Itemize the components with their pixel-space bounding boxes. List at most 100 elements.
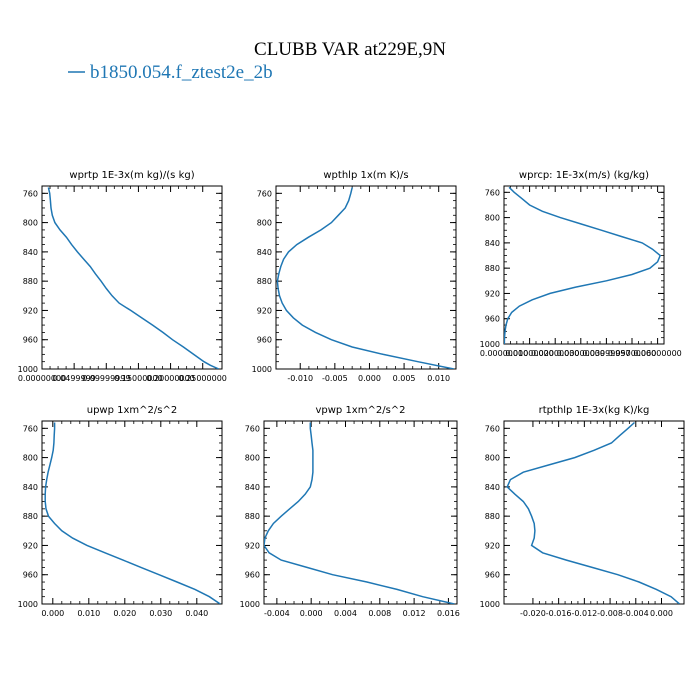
y-tick-label: 880 <box>257 277 272 286</box>
chart-panel-5: vpwp 1xm^2/s^2 760 800 840 880 920 960 1000 -0.0… <box>240 405 460 618</box>
series-line <box>276 187 455 369</box>
x-tick-label: 0.20000000 <box>146 374 194 383</box>
y-tick-label: 1000 <box>480 340 500 349</box>
y-tick-label: 840 <box>245 483 260 492</box>
y-tick-label: 920 <box>23 306 38 315</box>
x-tick-label: 0.020 <box>113 609 136 618</box>
x-tick-label: 0.004 <box>334 609 357 618</box>
x-tick-label: 0.000 <box>650 609 673 618</box>
x-tick-label: -0.004 <box>264 609 290 618</box>
chart-panel-1: wprtp 1E-3x(m kg)/(s kg) 760 800 840 880 920 9… <box>18 170 227 383</box>
y-tick-label: 920 <box>485 289 500 298</box>
y-tick-label: 840 <box>23 248 38 257</box>
x-tick-label: -0.020 <box>520 609 546 618</box>
y-tick-label: 760 <box>23 189 38 198</box>
panel-title: wprtp 1E-3x(m kg)/(s kg) <box>69 170 194 181</box>
y-tick-label: 760 <box>257 189 272 198</box>
x-tick-label: -0.016 <box>546 609 572 618</box>
x-tick-label: 0.016 <box>437 609 460 618</box>
plot-frame <box>275 185 457 370</box>
y-tick-label: 840 <box>485 239 500 248</box>
panel-title: wpthlp 1x(m K)/s <box>323 170 408 181</box>
y-tick-label: 1000 <box>252 365 272 374</box>
y-tick-label: 760 <box>23 424 38 433</box>
x-tick-label: -0.008 <box>597 609 623 618</box>
y-tick-label: 880 <box>23 277 38 286</box>
y-tick-label: 760 <box>245 424 260 433</box>
x-tick-label: 0.01000000 <box>505 349 553 358</box>
x-tick-label: 0.005 <box>393 374 416 383</box>
series-line <box>44 422 221 604</box>
y-tick-label: 880 <box>485 512 500 521</box>
y-tick-label: 960 <box>245 571 260 580</box>
series-line <box>506 421 680 604</box>
y-tick-label: 880 <box>485 264 500 273</box>
chart-panel-2: wpthlp 1x(m K)/s 760 800 840 880 920 960 1000 -0… <box>252 170 457 383</box>
y-tick-label: 920 <box>245 541 260 550</box>
y-tick-label: 800 <box>485 454 500 463</box>
y-tick-label: 800 <box>257 219 272 228</box>
y-tick-label: 960 <box>485 315 500 324</box>
y-tick-label: 840 <box>23 483 38 492</box>
x-tick-label: -0.005 <box>322 374 348 383</box>
chart-panel-4: upwp 1xm^2/s^2 760 800 840 880 920 960 10000.00… <box>18 405 223 618</box>
y-tick-label: 960 <box>23 336 38 345</box>
series-line <box>504 186 662 344</box>
series-line <box>47 187 220 369</box>
x-tick-label: 0.03000000 <box>557 349 605 358</box>
plot-frame <box>263 420 458 605</box>
y-tick-label: 960 <box>485 571 500 580</box>
x-tick-label: 0.05000000 <box>608 349 656 358</box>
y-tick-label: 800 <box>245 454 260 463</box>
chart-panel-6: rtpthlp 1E-3x(kg K)/kg 760 800 840 880 920 960… <box>480 405 685 618</box>
plot-frame <box>41 420 223 605</box>
x-tick-label: 0.010 <box>77 609 100 618</box>
legend-label: b1850.054.f_ztest2e_2b <box>90 62 273 83</box>
y-tick-label: 920 <box>257 306 272 315</box>
y-tick-label: 920 <box>485 541 500 550</box>
plot-frame <box>503 420 685 605</box>
y-tick-label: 1000 <box>480 600 500 609</box>
y-tick-label: 920 <box>23 541 38 550</box>
y-tick-label: 760 <box>485 188 500 197</box>
x-tick-label: 0.010 <box>427 374 450 383</box>
series-line <box>264 422 455 604</box>
x-tick-label: 0.0499999 <box>53 374 96 383</box>
x-tick-label: 0.00000000 <box>480 349 528 358</box>
y-tick-label: 800 <box>23 219 38 228</box>
x-tick-label: 0.000 <box>300 609 323 618</box>
y-tick-label: 880 <box>245 512 260 521</box>
y-tick-label: 840 <box>485 483 500 492</box>
x-tick-label: 0.000 <box>358 374 381 383</box>
x-tick-label: 0.09999999 <box>82 374 130 383</box>
y-tick-label: 800 <box>485 214 500 223</box>
plot-frame <box>503 185 665 345</box>
y-tick-label: 840 <box>257 248 272 257</box>
x-tick-label: 0.040 <box>185 609 208 618</box>
x-tick-label: 0.15000000 <box>114 374 162 383</box>
x-tick-label: -0.012 <box>571 609 597 618</box>
x-tick-label: -0.010 <box>287 374 313 383</box>
x-tick-label: 0.02000000 <box>531 349 579 358</box>
panels-group: wprtp 1E-3x(m kg)/(s kg) 760 800 840 880 920 9… <box>18 170 685 618</box>
x-tick-label: 0.00000000 <box>18 374 66 383</box>
y-tick-label: 1000 <box>240 600 260 609</box>
plot-frame <box>41 185 223 370</box>
x-tick-label: 0.000 <box>41 609 64 618</box>
panel-title: rtpthlp 1E-3x(kg K)/kg <box>539 405 650 416</box>
x-tick-label: 0.008 <box>368 609 391 618</box>
x-tick-label: 0.030 <box>149 609 172 618</box>
panel-title: wprcp: 1E-3x(m/s) (kg/kg) <box>519 170 649 181</box>
panel-title: upwp 1xm^2/s^2 <box>87 405 177 416</box>
y-tick-label: 960 <box>23 571 38 580</box>
y-tick-label: 880 <box>23 512 38 521</box>
y-tick-label: 800 <box>23 454 38 463</box>
x-tick-label: 0.012 <box>403 609 426 618</box>
figure-title: CLUBB VAR at229E,9N <box>254 39 446 60</box>
x-tick-label: 0.06000000 <box>633 349 681 358</box>
panel-title: vpwp 1xm^2/s^2 <box>315 405 405 416</box>
x-tick-label: 0.25000000 <box>179 374 227 383</box>
y-tick-label: 760 <box>485 424 500 433</box>
chart-panel-3: wprcp: 1E-3x(m/s) (kg/kg) 760 800 840 880 920… <box>480 170 682 358</box>
